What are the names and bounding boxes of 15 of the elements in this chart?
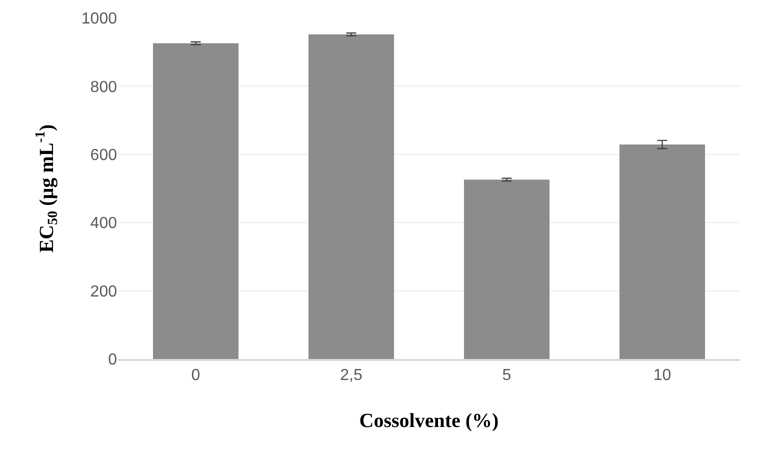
- bar: [464, 180, 550, 359]
- bar: [619, 144, 706, 359]
- x-tick-label: 5: [502, 366, 512, 384]
- y-tick-label: 200: [90, 283, 118, 300]
- y-tick-label: 800: [90, 78, 118, 96]
- x-tick-label: 2,5: [340, 366, 362, 384]
- x-tick-label: 0: [191, 366, 200, 384]
- bar: [152, 43, 239, 359]
- x-axis-title: Cossolvente (%): [359, 410, 499, 432]
- y-tick-label: 0: [108, 352, 118, 369]
- y-tick-label: 600: [90, 147, 118, 164]
- bar: [308, 34, 394, 359]
- x-tick-label: 10: [653, 366, 672, 384]
- y-tick-label: 1000: [81, 10, 118, 28]
- y-tick-label: 400: [90, 215, 118, 232]
